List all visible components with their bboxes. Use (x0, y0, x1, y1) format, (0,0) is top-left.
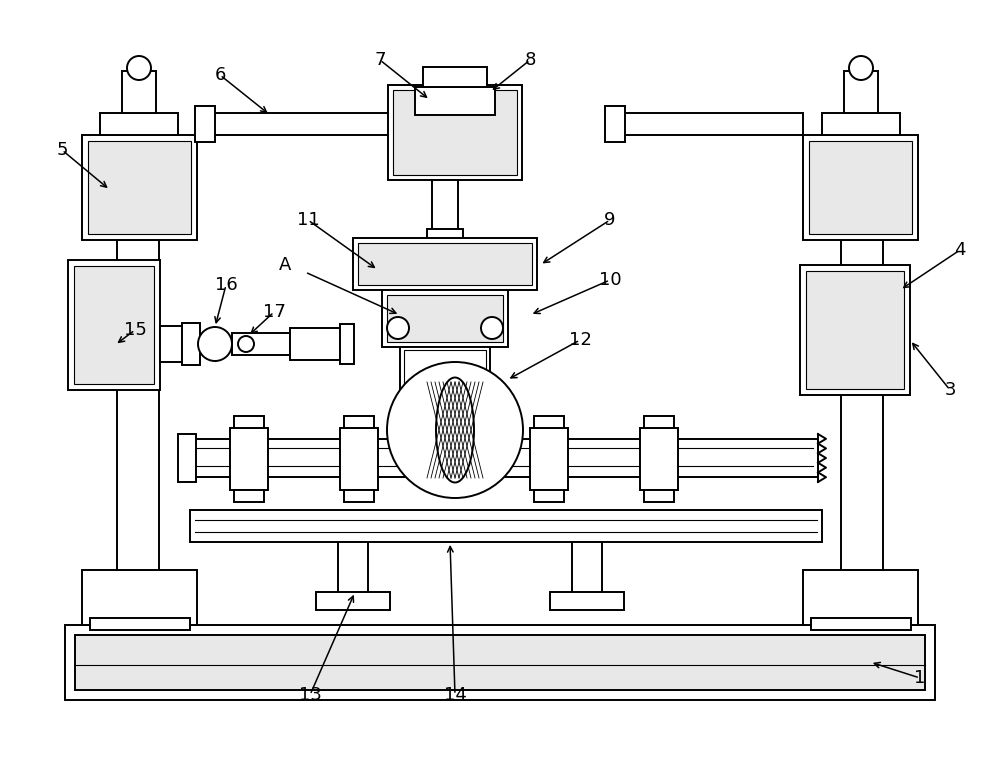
Bar (232, 333, 290, 355)
Bar (445, 392, 460, 410)
Bar (190, 510, 822, 542)
Text: 13: 13 (299, 686, 321, 704)
Bar (316, 592, 390, 610)
Text: 3: 3 (944, 381, 956, 399)
Bar (608, 113, 803, 135)
Bar (428, 392, 443, 410)
Text: 12: 12 (569, 331, 591, 349)
Bar (387, 295, 503, 342)
Text: 5: 5 (56, 141, 68, 159)
Bar (803, 570, 918, 625)
Bar (82, 570, 197, 625)
Circle shape (387, 317, 409, 339)
Bar (400, 347, 490, 395)
Text: 15: 15 (124, 321, 146, 339)
Bar (844, 71, 878, 113)
Text: 16: 16 (215, 276, 237, 294)
Bar (340, 324, 354, 364)
Ellipse shape (436, 378, 474, 483)
Bar (122, 71, 156, 113)
Text: 9: 9 (604, 211, 616, 229)
Bar (427, 229, 463, 241)
Circle shape (238, 336, 254, 352)
Bar (530, 428, 568, 490)
Text: 6: 6 (214, 66, 226, 84)
Bar (358, 243, 532, 285)
Bar (192, 439, 818, 477)
Text: 17: 17 (263, 303, 285, 321)
Bar (344, 416, 374, 428)
Bar (393, 90, 517, 175)
Bar (234, 490, 264, 502)
Bar (423, 67, 487, 87)
Circle shape (849, 56, 873, 80)
Bar (803, 135, 918, 240)
Bar (344, 490, 374, 502)
Text: 4: 4 (954, 241, 966, 259)
Bar (90, 618, 190, 630)
Bar (197, 113, 392, 135)
Bar (75, 635, 925, 690)
Circle shape (198, 327, 232, 361)
Text: 8: 8 (524, 51, 536, 69)
Bar (415, 87, 495, 115)
Bar (572, 542, 602, 595)
Bar (234, 416, 264, 428)
Bar (644, 416, 674, 428)
Bar (800, 265, 910, 395)
Bar (388, 85, 522, 180)
Bar (353, 238, 537, 290)
Bar (809, 141, 912, 234)
Bar (68, 260, 160, 390)
Bar (841, 240, 883, 570)
Bar (806, 271, 904, 389)
Bar (340, 428, 378, 490)
Bar (82, 135, 197, 240)
Bar (605, 106, 625, 142)
Bar (160, 326, 182, 362)
Text: 7: 7 (374, 51, 386, 69)
Text: A: A (279, 256, 291, 274)
Bar (822, 113, 900, 135)
Bar (382, 290, 508, 347)
Bar (404, 350, 486, 392)
Text: 14: 14 (444, 686, 466, 704)
Text: 1: 1 (914, 669, 926, 687)
Bar (195, 106, 215, 142)
Bar (640, 428, 678, 490)
Bar (230, 428, 268, 490)
Bar (74, 266, 154, 384)
Bar (182, 323, 200, 365)
Circle shape (481, 317, 503, 339)
Text: 11: 11 (297, 211, 319, 229)
Bar (65, 625, 935, 700)
Bar (811, 618, 911, 630)
Bar (100, 113, 178, 135)
Bar (644, 490, 674, 502)
Circle shape (387, 362, 523, 498)
Bar (534, 416, 564, 428)
Text: 10: 10 (599, 271, 621, 289)
Bar (290, 328, 340, 360)
Bar (338, 542, 368, 595)
Bar (550, 592, 624, 610)
Bar (178, 434, 196, 482)
Bar (432, 180, 458, 233)
Bar (534, 490, 564, 502)
Circle shape (127, 56, 151, 80)
Bar (117, 240, 159, 570)
Bar (88, 141, 191, 234)
